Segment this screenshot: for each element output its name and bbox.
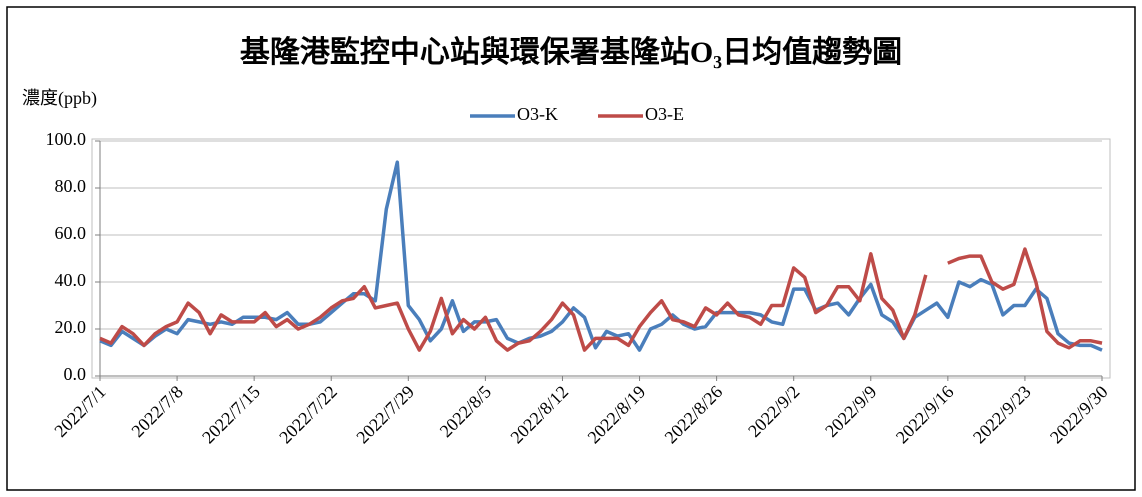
plot-area	[91, 138, 1111, 379]
y-axis-label: 濃度(ppb)	[22, 88, 97, 109]
legend-label: O3-E	[645, 104, 684, 124]
chart-title: 基隆港監控中心站與環保署基隆站O₃日均值趨勢圖	[240, 35, 902, 69]
y-tick-label: 80.0	[55, 176, 87, 196]
frame	[6, 6, 1136, 491]
y-tick-label: 100.0	[46, 129, 87, 149]
y-tick-label: 40.0	[55, 270, 87, 290]
y-tick-label: 60.0	[55, 223, 87, 243]
y-tick-label: 0.0	[64, 364, 87, 384]
legend-label: O3-K	[517, 104, 558, 124]
y-tick-label: 20.0	[55, 317, 87, 337]
line-series	[99, 247, 1103, 352]
